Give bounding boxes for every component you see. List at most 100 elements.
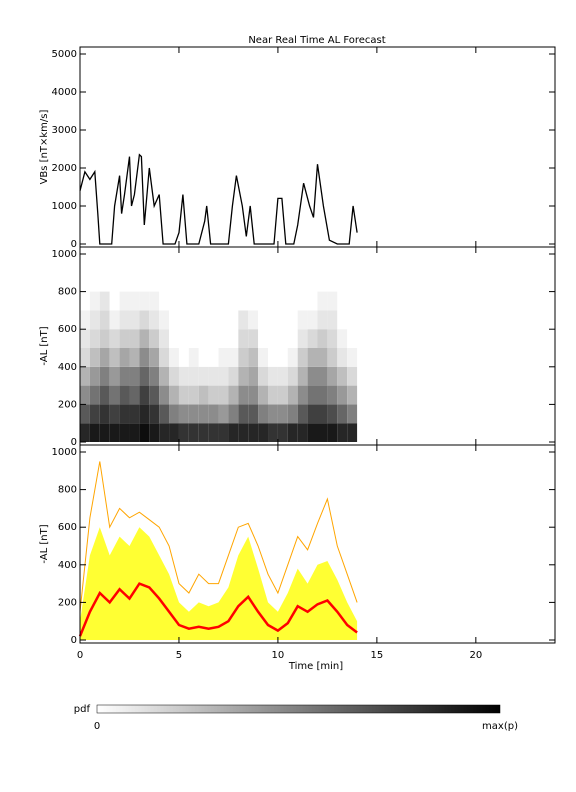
heat-cell (268, 423, 278, 442)
heat-cell (119, 348, 130, 367)
heat-cell (317, 423, 328, 442)
heat-cell (109, 404, 120, 424)
heat-cell (159, 291, 170, 311)
heat-cell (129, 348, 140, 367)
heat-cell (89, 329, 100, 348)
heat-cell (258, 385, 269, 405)
heat-cell (139, 348, 150, 367)
y-tick-label: 3000 (52, 125, 77, 136)
heat-cell (89, 366, 100, 386)
heat-cell (149, 366, 160, 386)
heat-cell (297, 423, 308, 442)
y-tick-label: 600 (58, 522, 77, 533)
heat-cell (228, 385, 239, 405)
heat-cell (159, 310, 170, 330)
heat-cell (129, 366, 140, 386)
heat-cell (139, 291, 150, 311)
heat-cell (99, 329, 110, 348)
heat-cell (218, 329, 229, 348)
heat-cell (159, 329, 170, 348)
heat-cell (238, 366, 249, 386)
heat-cell (129, 385, 140, 405)
heat-cell (337, 310, 348, 330)
heat-cell (218, 385, 229, 405)
heat-cell (80, 310, 90, 330)
heat-cell (337, 385, 348, 405)
heat-cell (317, 348, 328, 367)
heat-cell (277, 329, 288, 348)
heat-cell (109, 310, 120, 330)
heat-cell (80, 348, 90, 367)
heat-cell (80, 404, 90, 424)
heat-cell (238, 329, 249, 348)
heat-cell (109, 423, 120, 442)
y-tick-label: 200 (58, 597, 77, 608)
heat-cell (188, 348, 199, 367)
heat-cell (287, 404, 298, 424)
heat-cell (317, 329, 328, 348)
plot-frame (79, 444, 556, 644)
heat-cell (248, 310, 259, 330)
heat-cell (169, 291, 179, 311)
heat-cell (317, 366, 328, 386)
heat-cell (218, 310, 229, 330)
heat-cell (317, 310, 328, 330)
heat-cell (188, 310, 199, 330)
heat-cell (297, 329, 308, 348)
heat-cell (208, 366, 219, 386)
heat-cell (139, 385, 150, 405)
heat-cell (198, 329, 209, 348)
heat-cell (307, 329, 318, 348)
heat-cell (188, 404, 199, 424)
heat-cell (347, 348, 358, 367)
heat-cell (277, 310, 288, 330)
heat-cell (347, 366, 358, 386)
heat-cell (208, 329, 219, 348)
heat-cell (99, 366, 110, 386)
heat-cell (198, 366, 209, 386)
heat-cell (268, 310, 278, 330)
y-tick-label: 600 (58, 324, 77, 335)
heat-cell (317, 291, 328, 311)
heat-cell (327, 404, 338, 424)
heat-cell (178, 291, 189, 311)
heat-cell (80, 329, 90, 348)
heat-cell (297, 291, 308, 311)
heat-cell (149, 404, 160, 424)
heat-cell (238, 404, 249, 424)
heat-cell (119, 404, 130, 424)
heat-cell (317, 404, 328, 424)
heat-cell (228, 348, 239, 367)
heat-cell (287, 348, 298, 367)
heat-cell (337, 291, 348, 311)
heat-cell (109, 385, 120, 405)
y-tick-label: 0 (71, 635, 77, 646)
heat-cell (307, 310, 318, 330)
heat-cell (287, 366, 298, 386)
heat-cell (80, 385, 90, 405)
heat-cell (109, 291, 120, 311)
y-tick-label: 4000 (52, 87, 77, 98)
heat-cell (208, 291, 219, 311)
heat-cell (139, 404, 150, 424)
heat-cell (129, 423, 140, 442)
heat-cell (258, 348, 269, 367)
heat-cell (188, 366, 199, 386)
heat-cell (248, 291, 259, 311)
heat-cell (208, 348, 219, 367)
heat-cell (287, 291, 298, 311)
heat-cell (89, 291, 100, 311)
heat-cell (327, 310, 338, 330)
heat-cell (119, 291, 130, 311)
chart-title: Near Real Time AL Forecast (248, 35, 385, 46)
heat-cell (277, 348, 288, 367)
heat-cell (238, 423, 249, 442)
heat-cell (89, 404, 100, 424)
heat-cell (258, 404, 269, 424)
heat-cell (169, 404, 179, 424)
heat-cell (178, 385, 189, 405)
y-tick-label: 800 (58, 287, 77, 298)
heat-cell (149, 423, 160, 442)
heat-cell (268, 348, 278, 367)
heat-cell (208, 423, 219, 442)
